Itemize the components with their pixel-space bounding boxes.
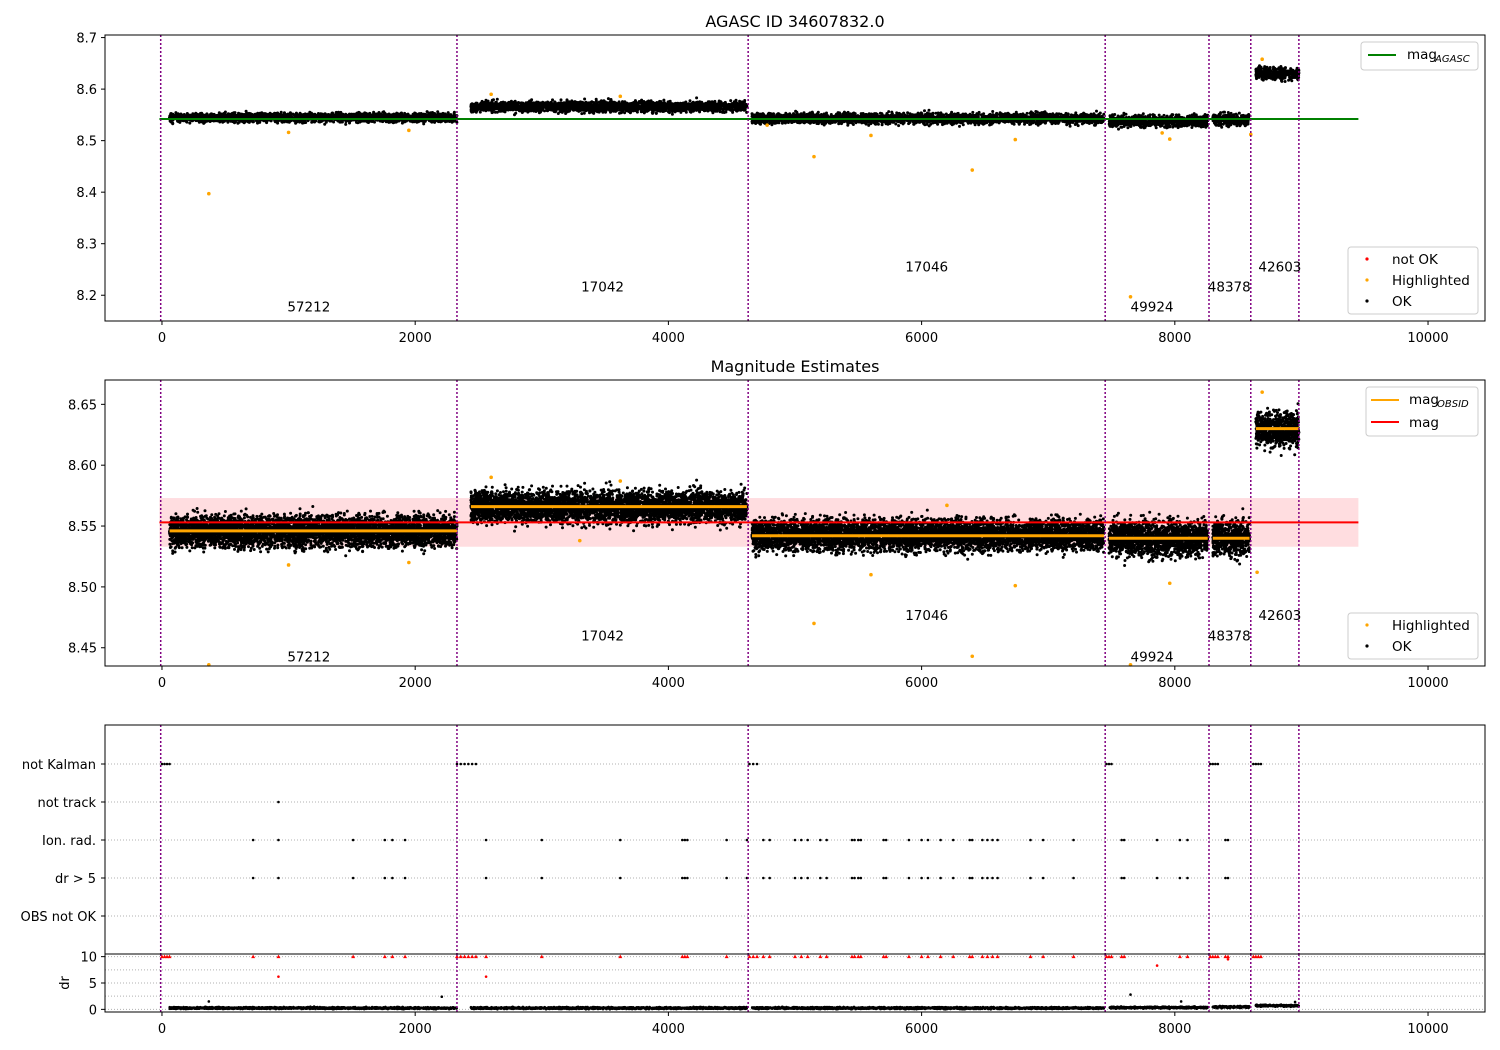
ok-point bbox=[422, 122, 425, 125]
ok-point bbox=[263, 112, 266, 115]
ok-point bbox=[282, 113, 285, 116]
ok-point bbox=[171, 122, 174, 125]
ok-point bbox=[186, 112, 189, 115]
agasc-panel: 0 2000 4000 6000 8000 100008.28.38.48.58.68.7… bbox=[76, 12, 1485, 346]
ok-point bbox=[607, 97, 610, 100]
ok-point bbox=[375, 113, 378, 116]
ok-point bbox=[356, 112, 359, 115]
ok-point bbox=[496, 98, 499, 101]
ok-point bbox=[319, 112, 322, 115]
ok-point bbox=[276, 113, 279, 116]
ok-point bbox=[233, 121, 236, 124]
ok-point bbox=[382, 110, 385, 113]
ok-point bbox=[231, 114, 234, 117]
ok-point bbox=[618, 112, 621, 115]
ok-point bbox=[442, 112, 445, 115]
ok-point bbox=[179, 113, 182, 116]
ok-point bbox=[350, 113, 353, 116]
ok-point bbox=[711, 111, 714, 114]
ok-point bbox=[312, 114, 315, 117]
ok-point bbox=[317, 115, 320, 118]
ok-point bbox=[368, 115, 371, 118]
ok-point bbox=[205, 115, 208, 118]
ok-point bbox=[424, 113, 427, 116]
ok-point bbox=[210, 112, 213, 115]
ok-point bbox=[269, 112, 272, 115]
ok-point bbox=[245, 110, 248, 113]
ok-point bbox=[310, 112, 313, 115]
ok-point bbox=[395, 114, 398, 117]
ok-point bbox=[421, 113, 424, 116]
ok-point bbox=[404, 114, 407, 117]
ok-point bbox=[241, 120, 244, 123]
ok-point bbox=[236, 114, 239, 117]
ok-point bbox=[335, 114, 338, 117]
ok-point bbox=[286, 115, 289, 118]
ok-point bbox=[440, 120, 443, 123]
ok-point bbox=[428, 115, 431, 118]
ok-point bbox=[249, 112, 252, 115]
ok-point bbox=[689, 99, 692, 102]
ok-point bbox=[200, 112, 203, 115]
ok-point bbox=[295, 115, 298, 118]
ok-point bbox=[300, 114, 303, 117]
ok-point bbox=[215, 115, 218, 118]
ok-point bbox=[258, 121, 261, 124]
ok-point bbox=[453, 111, 456, 114]
ok-point bbox=[380, 114, 383, 117]
ok-point bbox=[184, 120, 187, 123]
ok-point bbox=[200, 120, 203, 123]
ok-point bbox=[424, 120, 427, 123]
ok-point bbox=[331, 112, 334, 115]
ok-point bbox=[341, 114, 344, 117]
ok-point bbox=[188, 122, 191, 125]
ok-point bbox=[294, 122, 297, 125]
ok-point bbox=[344, 123, 347, 126]
ok-point bbox=[288, 113, 291, 116]
ok-point bbox=[729, 99, 732, 102]
ok-point bbox=[195, 113, 198, 116]
ok-point bbox=[252, 120, 255, 123]
ok-point bbox=[221, 113, 224, 116]
ok-point bbox=[452, 120, 455, 123]
ok-point bbox=[436, 110, 439, 113]
ok-point bbox=[323, 114, 326, 117]
ok-point bbox=[371, 115, 374, 118]
ok-point bbox=[295, 112, 298, 115]
ok-point bbox=[174, 114, 177, 117]
ok-point bbox=[325, 121, 328, 124]
ok-point bbox=[662, 99, 665, 102]
ok-point bbox=[389, 121, 392, 124]
ok-point bbox=[310, 121, 313, 124]
